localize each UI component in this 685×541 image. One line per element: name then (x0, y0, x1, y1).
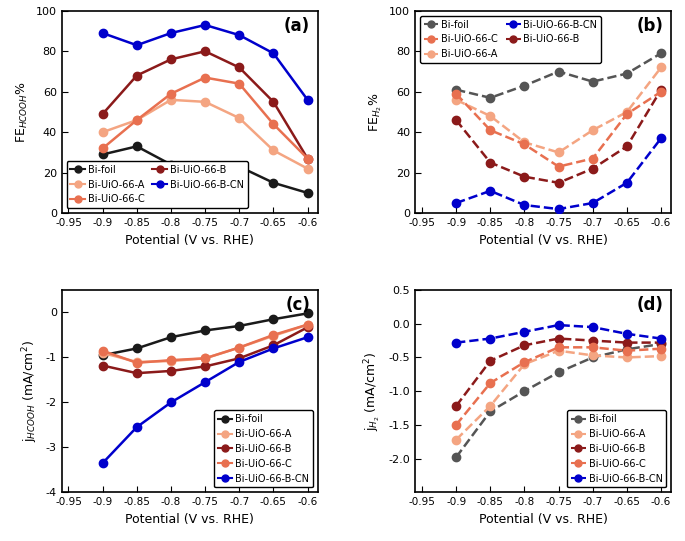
Y-axis label: FE$_{H_2}$%: FE$_{H_2}$% (367, 92, 384, 132)
Text: (c): (c) (285, 296, 310, 314)
Text: (d): (d) (637, 296, 664, 314)
Text: (a): (a) (284, 17, 310, 35)
Legend: Bi-foil, Bi-UiO-66-A, Bi-UiO-66-B, Bi-UiO-66-C, Bi-UiO-66-B-CN: Bi-foil, Bi-UiO-66-A, Bi-UiO-66-B, Bi-Ui… (567, 410, 667, 487)
Legend: Bi-foil, Bi-UiO-66-C, Bi-UiO-66-A, Bi-UiO-66-B-CN, Bi-UiO-66-B: Bi-foil, Bi-UiO-66-C, Bi-UiO-66-A, Bi-Ui… (420, 16, 601, 63)
Y-axis label: j$_{HCOOH}$ (mA/cm$^2$): j$_{HCOOH}$ (mA/cm$^2$) (21, 340, 40, 442)
X-axis label: Potential (V vs. RHE): Potential (V vs. RHE) (125, 513, 254, 526)
X-axis label: Potential (V vs. RHE): Potential (V vs. RHE) (479, 234, 608, 247)
Y-axis label: FE$_{HCOOH}$%: FE$_{HCOOH}$% (15, 81, 30, 143)
Y-axis label: j$_{H_2}$ (mA/cm$^2$): j$_{H_2}$ (mA/cm$^2$) (363, 351, 383, 431)
X-axis label: Potential (V vs. RHE): Potential (V vs. RHE) (479, 513, 608, 526)
Legend: Bi-foil, Bi-UiO-66-A, Bi-UiO-66-C, Bi-UiO-66-B, Bi-UiO-66-B-CN: Bi-foil, Bi-UiO-66-A, Bi-UiO-66-C, Bi-Ui… (66, 161, 248, 208)
X-axis label: Potential (V vs. RHE): Potential (V vs. RHE) (125, 234, 254, 247)
Text: (b): (b) (637, 17, 664, 35)
Legend: Bi-foil, Bi-UiO-66-A, Bi-UiO-66-B, Bi-UiO-66-C, Bi-UiO-66-B-CN: Bi-foil, Bi-UiO-66-A, Bi-UiO-66-B, Bi-Ui… (214, 410, 313, 487)
